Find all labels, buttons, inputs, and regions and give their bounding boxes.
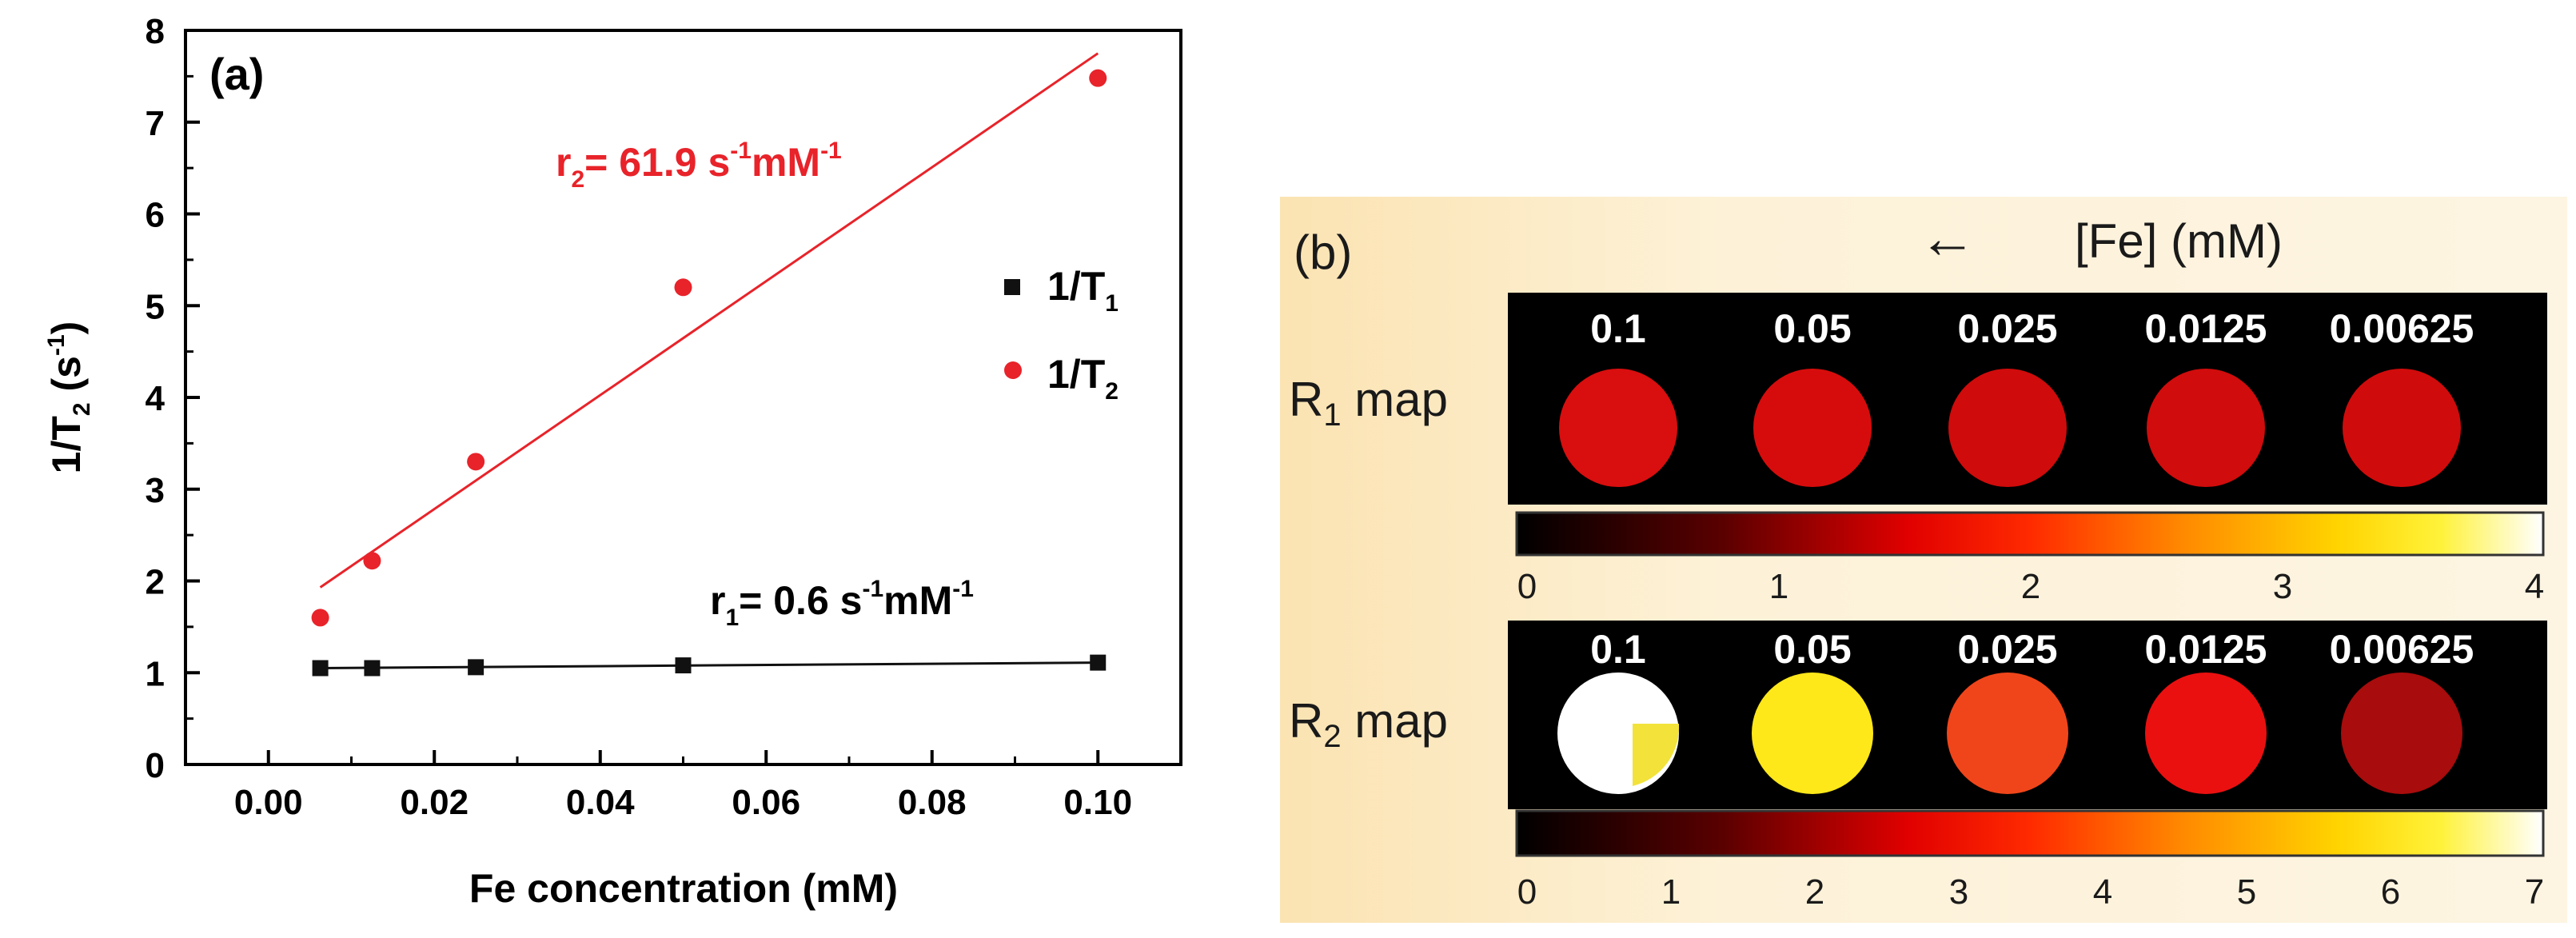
legend-label-t1: 1/T1 (1047, 264, 1119, 317)
map-spot (1948, 369, 2067, 487)
y-tick-label: 8 (146, 12, 165, 51)
r1-concentration-labels: 0.1 0.05 0.025 0.0125 0.00625 (1590, 306, 2474, 351)
colorbar-tick-label: 6 (2381, 872, 2400, 912)
r2-spots (1557, 673, 2462, 794)
data-point-t1 (364, 660, 381, 677)
y-tick-label: 4 (146, 379, 165, 418)
fit-line-t1 (320, 661, 1099, 670)
y-tick-label: 3 (146, 471, 165, 510)
r2-colorbar-ticks: 0 1 2 3 4 5 6 7 (1517, 872, 2544, 912)
concentration-label: 0.025 (1957, 306, 2057, 351)
concentration-label: 0.05 (1773, 306, 1851, 351)
r1-colorbar (1515, 511, 2545, 557)
concentration-label: 0.00625 (2330, 627, 2474, 672)
colorbar-tick-label: 0 (1517, 567, 1537, 606)
x-tick-label: 0.08 (898, 783, 967, 822)
data-point-t1 (312, 660, 329, 677)
r2-map-label: R2 map (1289, 694, 1448, 754)
map-spot (2343, 369, 2461, 487)
r2-concentration-labels: 0.1 0.05 0.025 0.0125 0.00625 (1590, 627, 2474, 672)
data-point-t2 (674, 278, 692, 297)
y-tick-label: 7 (146, 104, 165, 143)
concentration-label: 0.00625 (2330, 306, 2474, 351)
colorbar-tick-label: 4 (2525, 567, 2544, 606)
legend-marker-t1 (1004, 279, 1020, 295)
r2-annotation: r2= 61.9 s-1mM-1 (556, 138, 842, 193)
r1-colorbar-ticks: 0 1 2 3 4 (1517, 567, 2544, 606)
x-axis-label: Fe concentration (mM) (469, 866, 898, 911)
colorbar-tick-label: 3 (2273, 567, 2292, 606)
fit-lines (319, 52, 1099, 670)
map-spot (1753, 369, 1872, 487)
y-axis-label: 1/T2 (s-1) (43, 321, 95, 474)
panel-b: (b) ← [Fe] (mM) 0.1 0.05 0.025 0.0125 0.0062… (1280, 197, 2567, 923)
legend-marker-t2 (1004, 361, 1022, 379)
data-point-t1 (468, 659, 484, 676)
r1-annotation: r1= 0.6 s-1mM-1 (710, 576, 974, 631)
colorbar-tick-label: 7 (2525, 872, 2544, 912)
x-tick-label: 0.06 (732, 783, 800, 822)
panel-a: 0.00 0.02 0.04 0.06 0.08 0.10 0 1 2 3 4 5 6 7 8 (a) 1/… (43, 12, 1182, 911)
concentration-label: 0.0125 (2145, 306, 2267, 351)
y-tick-label: 0 (146, 746, 165, 785)
x-tick-label: 0.00 (234, 783, 303, 822)
concentration-label: 0.05 (1773, 627, 1851, 672)
map-spot (2145, 673, 2267, 794)
data-point-t2 (1089, 69, 1107, 87)
r2-colorbar (1515, 809, 2545, 857)
colorbar-tick-label: 1 (1661, 872, 1681, 912)
concentration-label: 0.1 (1590, 627, 1646, 672)
colorbar-tick-label: 1 (1769, 567, 1788, 606)
x-tick-label: 0.04 (566, 783, 635, 822)
colorbar-tick-label: 3 (1949, 872, 1968, 912)
map-spot (2341, 673, 2462, 794)
colorbar-tick-label: 5 (2237, 872, 2256, 912)
left-arrow-icon: ← (1919, 206, 1976, 270)
concentration-label: 0.0125 (2145, 627, 2267, 672)
concentration-label: 0.025 (1957, 627, 2057, 672)
map-spot (1559, 369, 1677, 487)
data-point-t2 (363, 552, 381, 570)
data-points (311, 69, 1107, 677)
panel-a-label: (a) (209, 49, 264, 99)
colorbar-tick-label: 4 (2093, 872, 2112, 912)
map-spot (2147, 369, 2265, 487)
x-tick-label: 0.10 (1063, 783, 1132, 822)
map-spot (1947, 673, 2068, 794)
colorbar-tick-label: 2 (1805, 872, 1824, 912)
legend-label-t2: 1/T2 (1047, 352, 1119, 405)
x-tick-label: 0.02 (400, 783, 469, 822)
r1-spots (1559, 369, 2461, 487)
colorbar-tick-label: 2 (2021, 567, 2040, 606)
y-tick-label: 5 (146, 287, 165, 326)
data-point-t2 (467, 453, 485, 471)
colorbar-tick-label: 0 (1517, 872, 1537, 912)
y-tick-label: 2 (146, 563, 165, 602)
legend: 1/T1 1/T2 (1004, 264, 1119, 405)
y-tick-label: 1 (146, 654, 165, 693)
map-spot-highlight (1633, 724, 1680, 786)
data-point-t1 (1090, 654, 1107, 671)
panel-b-label: (b) (1294, 226, 1352, 279)
y-tick-label: 6 (146, 196, 165, 235)
data-point-t1 (675, 657, 692, 674)
fit-line-t2 (319, 52, 1099, 589)
fe-concentration-header: [Fe] (mM) (2075, 214, 2283, 268)
concentration-label: 0.1 (1590, 306, 1646, 351)
data-point-t2 (311, 609, 329, 627)
map-spot (1752, 673, 1873, 794)
r1-map-label: R1 map (1289, 373, 1448, 433)
axis-ticks: 0.00 0.02 0.04 0.06 0.08 0.10 0 1 2 3 4 5 6 7 8 (146, 12, 1133, 822)
